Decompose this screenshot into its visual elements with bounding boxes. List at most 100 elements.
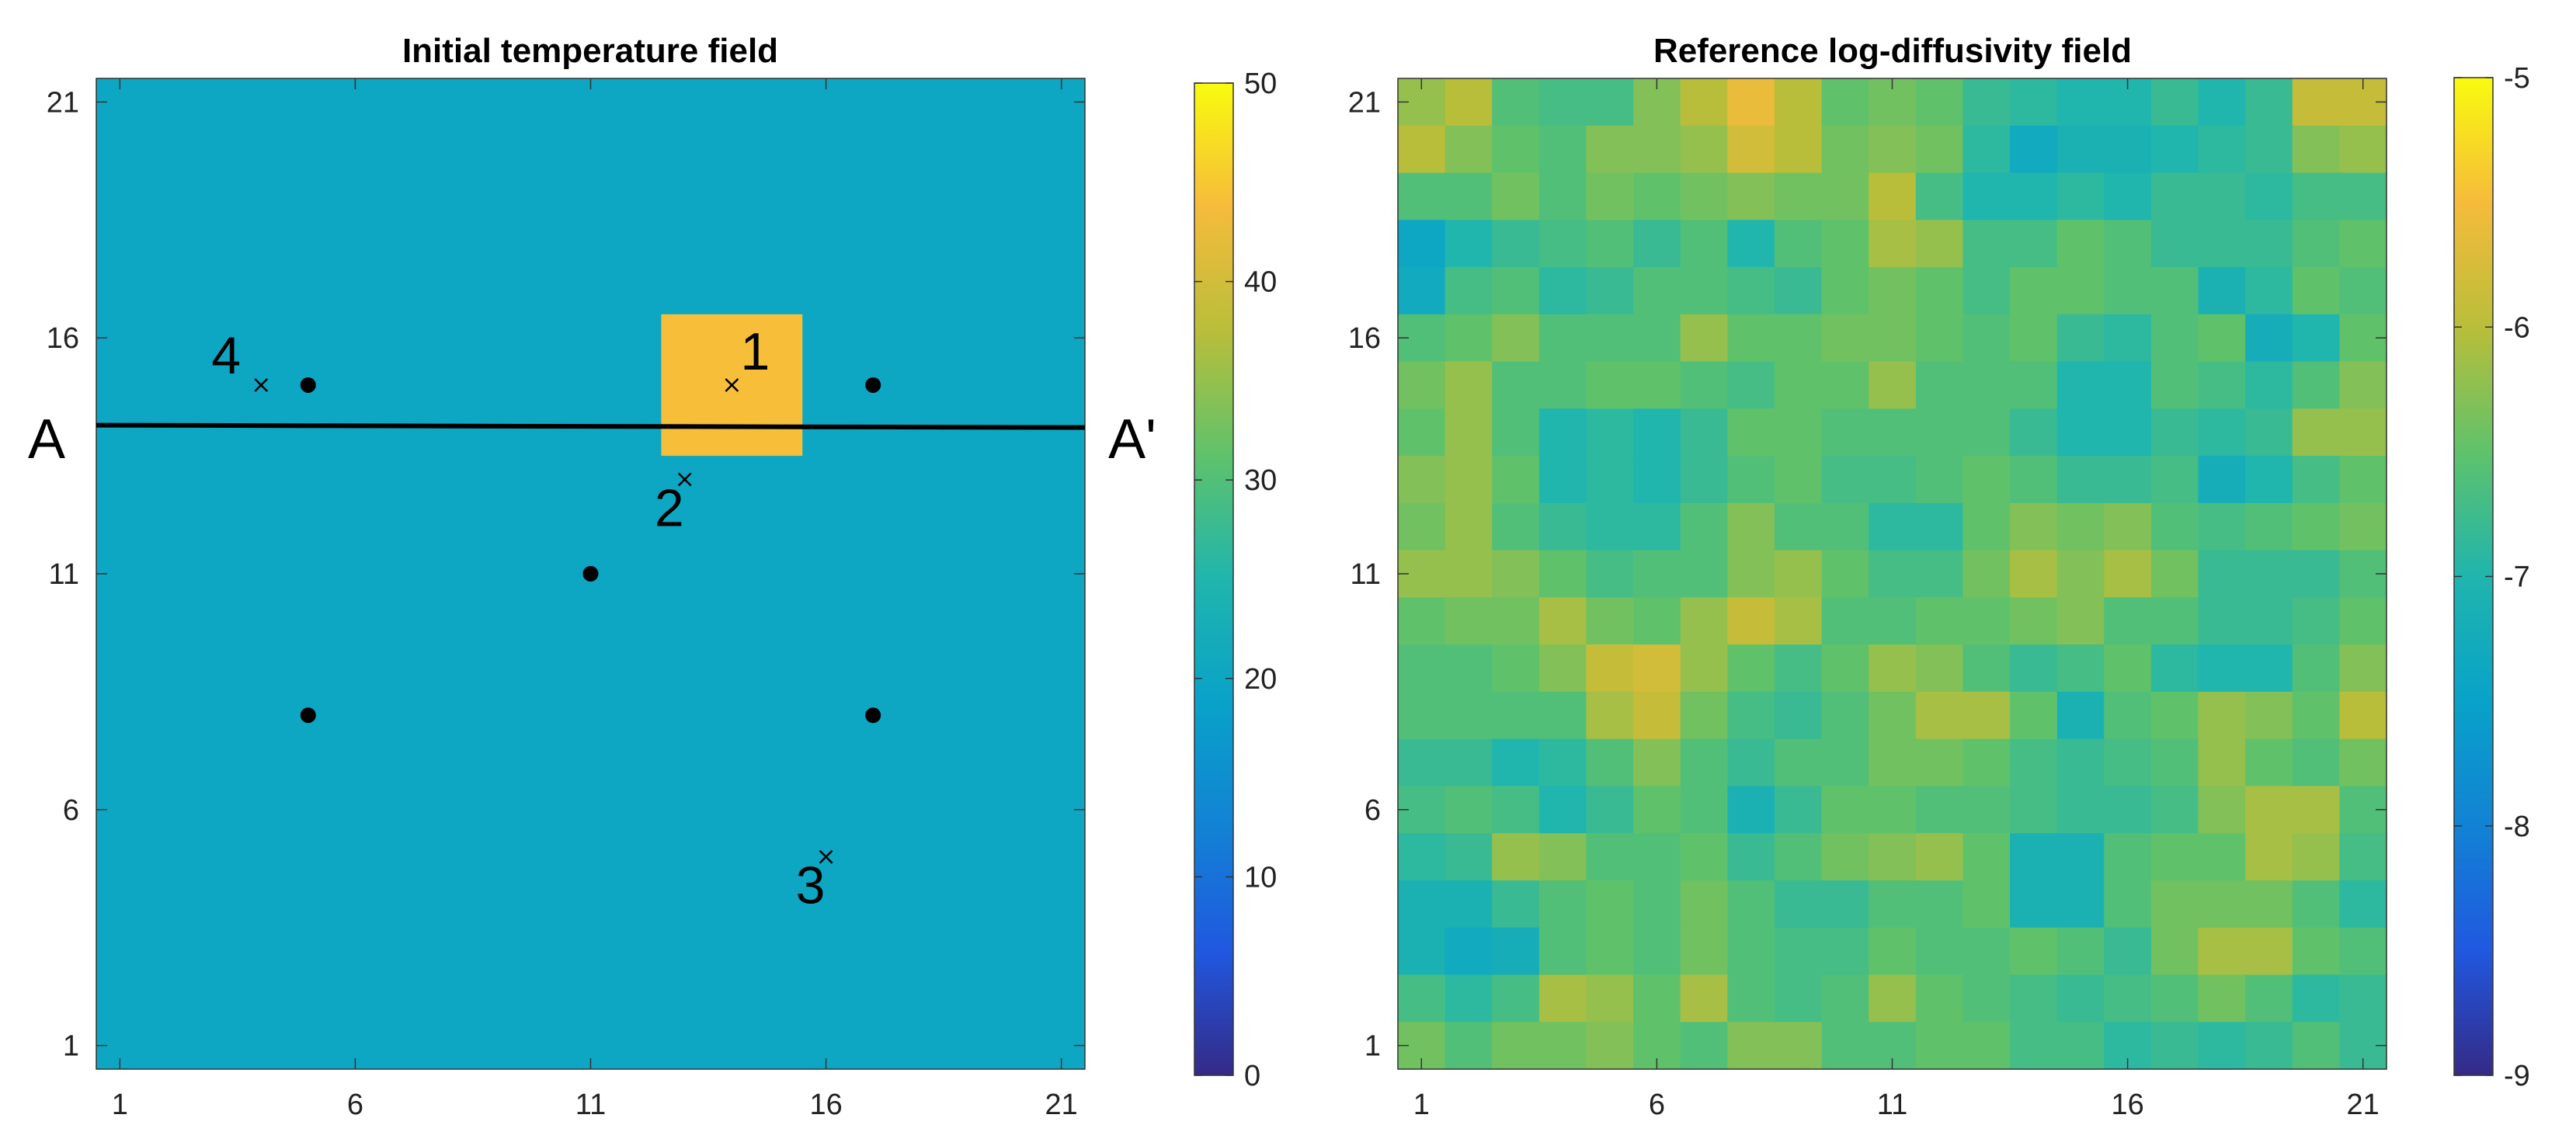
diffusivity-cell [2198,78,2246,127]
diffusivity-cell [2292,691,2340,740]
diffusivity-cell [1774,78,1823,127]
diffusivity-cell [2104,738,2152,787]
observation-point-marker [254,378,269,392]
diffusivity-cell [1962,502,2011,551]
temperature-colorbar-tick-label: 20 [1244,663,1277,696]
diffusivity-cell [1774,550,1823,598]
diffusivity-cell [1869,833,1917,881]
diffusivity-cell [2339,267,2387,315]
diffusivity-cell [1538,691,1587,740]
section-end-label: A' [1108,408,1156,471]
diffusivity-cell [1869,691,1917,740]
diffusivity-x-tick-label: 16 [2111,1089,2143,1121]
diffusivity-cell [2104,502,2152,551]
diffusivity-cell [1398,691,1446,740]
diffusivity-cell [1586,314,1634,363]
diffusivity-cell [2010,786,2058,834]
diffusivity-cell [2198,691,2246,740]
diffusivity-cell [2150,456,2199,504]
diffusivity-cell [2292,78,2340,127]
diffusivity-cell [1869,786,1917,834]
diffusivity-cell [1633,361,1681,409]
diffusivity-cell [1774,644,1823,693]
diffusivity-cell [1586,786,1634,834]
diffusivity-cell [1633,691,1681,740]
diffusivity-cell [2292,738,2340,787]
diffusivity-cell [1680,267,1728,315]
diffusivity-cell [2198,267,2246,315]
diffusivity-cell [1398,267,1446,315]
diffusivity-cell [1774,691,1823,740]
diffusivity-y-tick-label: 6 [1364,794,1381,827]
diffusivity-cell [1444,125,1493,174]
diffusivity-cell [1915,502,1964,551]
diffusivity-cell [1444,361,1493,409]
diffusivity-cell [2245,125,2293,174]
diffusivity-cell [2150,1022,2199,1070]
diffusivity-cell [2150,833,2199,881]
diffusivity-cell [2245,314,2293,363]
diffusivity-cell [1680,550,1728,598]
diffusivity-cell [2245,738,2293,787]
diffusivity-cell [1680,456,1728,504]
diffusivity-cell [1492,78,1540,127]
diffusivity-cell [1869,644,1917,693]
diffusivity-cell [1727,220,1775,268]
diffusivity-cell [1633,597,1681,645]
diffusivity-cell [1680,78,1728,127]
diffusivity-cell [2010,220,2058,268]
diffusivity-cell [1774,833,1823,881]
diffusivity-cell [2010,597,2058,645]
diffusivity-cell [1586,927,1634,976]
diffusivity-cell [1774,314,1823,363]
observation-point-label: 2 [655,478,684,537]
diffusivity-cell [1774,786,1823,834]
diffusivity-cell [2104,597,2152,645]
diffusivity-cell [2292,408,2340,457]
diffusivity-cell [2010,833,2058,881]
diffusivity-cell [1538,220,1587,268]
diffusivity-x-tick-label: 1 [1413,1089,1430,1121]
diffusivity-cell [1869,408,1917,457]
diffusivity-cell [1586,125,1634,174]
diffusivity-cell [2292,125,2340,174]
diffusivity-cell [1962,408,2011,457]
diffusivity-cell [2010,125,2058,174]
diffusivity-cell [1538,927,1587,976]
diffusivity-cell [1727,974,1775,1023]
diffusivity-cell [1821,927,1869,976]
diffusivity-cell [2056,361,2105,409]
diffusivity-cell [1492,833,1540,881]
diffusivity-cell [1492,786,1540,834]
diffusivity-cell [1586,361,1634,409]
diffusivity-cell [2292,172,2340,220]
temperature-colorbar-tick-label: 50 [1244,68,1277,100]
diffusivity-cell [1586,267,1634,315]
diffusivity-cell [2245,220,2293,268]
diffusivity-cell [1586,456,1634,504]
diffusivity-cell [1492,267,1540,315]
temperature-x-tick-label: 6 [347,1089,363,1121]
diffusivity-cell [2056,974,2105,1023]
diffusivity-cell [1633,974,1681,1023]
temperature-colorbar-tick-label: 10 [1244,861,1277,894]
diffusivity-cell [2339,738,2387,787]
diffusivity-cell [1538,1022,1587,1070]
diffusivity-cell [1492,597,1540,645]
diffusivity-cell [1398,502,1446,551]
diffusivity-cell [2245,786,2293,834]
diffusivity-cell [1962,786,2011,834]
diffusivity-cell [2056,786,2105,834]
observation-point-label: 4 [211,326,241,385]
diffusivity-cell [2104,267,2152,315]
diffusivity-cell [2198,738,2246,787]
temperature-y-tick-label: 6 [63,794,79,827]
diffusivity-cell [2292,456,2340,504]
diffusivity-cell [1398,125,1446,174]
diffusivity-cell [2010,314,2058,363]
temperature-y-tick-label: 11 [49,558,79,591]
diffusivity-cell [2104,361,2152,409]
diffusivity-cell [1821,644,1869,693]
